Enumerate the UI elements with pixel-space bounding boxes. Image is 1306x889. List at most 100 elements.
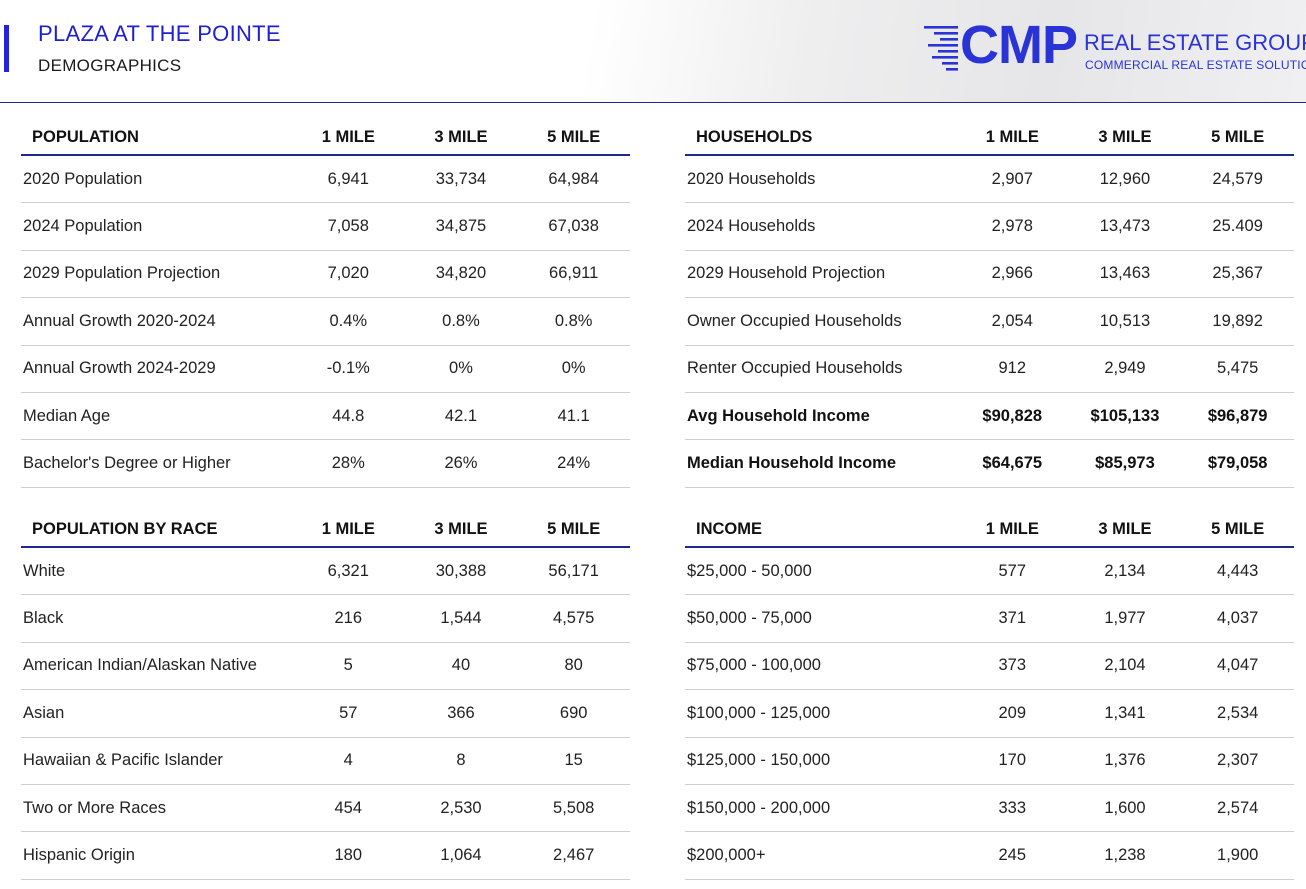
logo-mark: CMP (960, 15, 1078, 75)
table-row: Asian 57 366 690 (21, 690, 630, 738)
row-value: 4,443 (1217, 561, 1259, 580)
row-value: 12,960 (1099, 169, 1151, 188)
table-row: Hawaiian & Pacific Islander 4 8 15 (21, 738, 630, 785)
table-row: Owner Occupied Households 2,054 10,513 19,8… (685, 298, 1294, 346)
column-header: 5 MILE (1211, 519, 1265, 538)
row-value: 19,892 (1212, 311, 1263, 330)
row-label: Renter Occupied Households (687, 359, 903, 378)
row-label: $75,000 - 100,000 (687, 656, 821, 675)
column-header: 1 MILE (321, 127, 375, 146)
row-value: 371 (998, 609, 1027, 628)
table-row: $150,000 - 200,000 333 1,600 2,574 (685, 785, 1294, 833)
row-label: Owner Occupied Households (687, 311, 902, 330)
table-row: 2029 Population Projection 7,020 34,820 66,… (21, 251, 630, 299)
row-value: 33,734 (435, 169, 487, 188)
row-value: 1,064 (440, 846, 482, 865)
page-subtitle: DEMOGRAPHICS (38, 56, 182, 75)
row-value: $90,828 (982, 406, 1043, 425)
row-value: $96,879 (1207, 406, 1268, 425)
row-value: 454 (334, 798, 363, 817)
column-header: 3 MILE (434, 519, 488, 538)
table-header-row: POPULATION 1 MILE 3 MILE 5 MILE (21, 120, 630, 156)
row-value: 690 (559, 703, 588, 722)
row-value: 577 (998, 561, 1027, 580)
table-row: Black 216 1,544 4,575 (21, 595, 630, 643)
row-label: 2029 Population Projection (23, 264, 221, 283)
table-row: Median Age 44.8 42.1 41.1 (21, 393, 630, 441)
row-label: White (23, 561, 66, 580)
row-label: Two or More Races (23, 798, 167, 817)
row-value: 1,544 (440, 609, 482, 628)
row-value: 40 (451, 656, 471, 675)
table-row: Annual Growth 2024-2029 -0.1% 0% 0% (21, 346, 630, 393)
page-header: PLAZA AT THE POINTE DEMOGRAPHICS CMP REA… (0, 0, 1306, 103)
row-label: Hispanic Origin (23, 846, 135, 865)
table-header-row: INCOME 1 MILE 3 MILE 5 MILE (685, 512, 1294, 548)
table-heading: POPULATION (32, 127, 139, 146)
row-value: 4,047 (1217, 656, 1259, 675)
row-label: Median Age (23, 406, 111, 425)
row-value: 4 (343, 751, 353, 770)
row-value: 7,058 (327, 217, 369, 236)
row-value: 44.8 (332, 406, 365, 425)
row-value: 2,134 (1104, 561, 1146, 580)
row-value: 245 (998, 846, 1027, 865)
row-value: 2,054 (991, 311, 1033, 330)
row-label: $25,000 - 50,000 (687, 561, 812, 580)
row-value: 26% (444, 454, 478, 473)
table-row: 2020 Households 2,907 12,960 24,579 (685, 156, 1294, 204)
row-value: 24% (557, 454, 591, 473)
row-label: $150,000 - 200,000 (687, 798, 831, 817)
row-label: 2029 Household Projection (687, 264, 886, 283)
row-value: 34,875 (435, 217, 487, 236)
row-value: $79,058 (1207, 454, 1268, 473)
row-label: American Indian/Alaskan Native (23, 656, 257, 675)
population-by-race-table: POPULATION BY RACE 1 MILE 3 MILE 5 MILE Whit… (21, 512, 630, 880)
row-value: $85,973 (1095, 454, 1155, 473)
table-row: Two or More Races 454 2,530 5,508 (21, 785, 630, 833)
table-row: Median Household Income $64,675 $85,973 $79… (685, 440, 1294, 488)
households-table: HOUSEHOLDS 1 MILE 3 MILE 5 MILE 2020 Househo… (685, 120, 1294, 488)
row-value: 28% (331, 454, 365, 473)
page-title: PLAZA AT THE POINTE (38, 21, 281, 46)
row-value: 1,341 (1104, 703, 1146, 722)
row-value: -0.1% (326, 359, 370, 378)
row-value: 170 (998, 751, 1027, 770)
row-value: 373 (998, 656, 1027, 675)
row-value: 1,977 (1104, 609, 1146, 628)
row-label: Median Household Income (687, 454, 897, 473)
row-value: 0% (449, 359, 473, 378)
row-label: 2020 Population (23, 169, 143, 188)
row-value: 10,513 (1099, 311, 1151, 330)
row-value: 25.409 (1212, 217, 1263, 236)
table-heading: HOUSEHOLDS (696, 127, 813, 146)
row-value: 0.8% (442, 311, 480, 330)
row-value: 13,463 (1099, 264, 1151, 283)
row-value: 0.8% (554, 311, 593, 330)
row-value: 1,238 (1104, 846, 1146, 865)
row-value: 209 (998, 703, 1027, 722)
row-value: 66,911 (549, 264, 599, 283)
row-value: 180 (334, 846, 363, 865)
row-value: 2,949 (1104, 359, 1146, 378)
table-row: American Indian/Alaskan Native 5 40 80 (21, 643, 630, 691)
table-row: Annual Growth 2020-2024 0.4% 0.8% 0.8% (21, 298, 630, 346)
row-label: 2024 Households (687, 217, 816, 236)
row-label: $200,000+ (687, 846, 766, 865)
column-header: 5 MILE (547, 519, 601, 538)
row-value: 5,475 (1217, 359, 1259, 378)
row-value: 1,376 (1104, 751, 1146, 770)
row-value: 30,388 (435, 561, 487, 580)
income-table: INCOME 1 MILE 3 MILE 5 MILE $25,000 - 50,000… (685, 512, 1294, 880)
row-value: 2,104 (1104, 656, 1146, 675)
row-value: 24,579 (1212, 169, 1263, 188)
row-value: 4,037 (1217, 609, 1259, 628)
table-heading: POPULATION BY RACE (32, 519, 218, 538)
row-value: 2,530 (440, 798, 482, 817)
column-header: 3 MILE (1098, 127, 1152, 146)
row-value: 56,171 (548, 561, 599, 580)
table-row: Hispanic Origin 180 1,064 2,467 (21, 832, 630, 880)
table-row: 2024 Households 2,978 13,473 25.409 (685, 203, 1294, 251)
row-label: 2020 Households (687, 169, 816, 188)
logo-tagline: COMMERCIAL REAL ESTATE SOLUTIONS (1085, 58, 1306, 72)
